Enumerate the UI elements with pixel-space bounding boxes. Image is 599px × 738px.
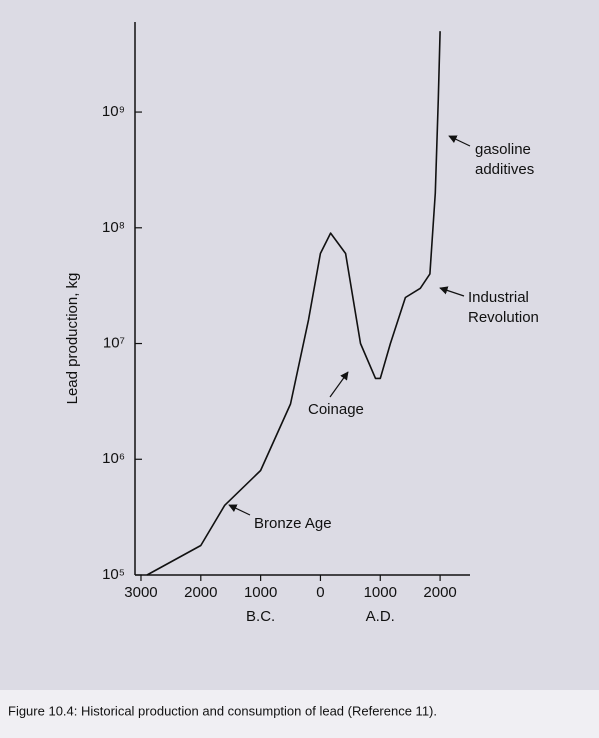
annotation-arrow bbox=[448, 135, 471, 147]
annotation: additives bbox=[475, 161, 534, 178]
x-tick-label: 2000 bbox=[423, 584, 456, 601]
era-label: B.C. bbox=[246, 608, 275, 625]
era-label: A.D. bbox=[366, 608, 395, 625]
caption-area bbox=[0, 690, 599, 738]
annotation-arrow bbox=[329, 371, 349, 398]
annotation: Industrial bbox=[468, 289, 529, 306]
annotation: Revolution bbox=[468, 309, 539, 326]
y-tick-label: 10⁵ bbox=[102, 566, 125, 583]
annotation-arrow bbox=[439, 286, 465, 297]
annotation: Bronze Age bbox=[254, 515, 332, 532]
y-tick-label: 10⁶ bbox=[102, 450, 125, 467]
annotation-arrow bbox=[228, 504, 251, 516]
y-axis-label: Lead production, kg bbox=[64, 273, 81, 405]
annotation: gasoline bbox=[475, 141, 531, 158]
x-tick-label: 1000 bbox=[364, 584, 397, 601]
data-line bbox=[146, 31, 441, 576]
annotation: Coinage bbox=[308, 401, 364, 418]
x-tick-label: 2000 bbox=[184, 584, 217, 601]
x-tick-label: 0 bbox=[316, 584, 324, 601]
caption: Figure 10.4: Historical production and c… bbox=[8, 703, 437, 718]
y-tick-label: 10⁷ bbox=[103, 334, 125, 351]
y-tick-label: 10⁹ bbox=[102, 103, 125, 120]
y-tick-label: 10⁸ bbox=[102, 219, 125, 236]
x-tick-label: 1000 bbox=[244, 584, 277, 601]
x-tick-label: 3000 bbox=[124, 584, 157, 601]
